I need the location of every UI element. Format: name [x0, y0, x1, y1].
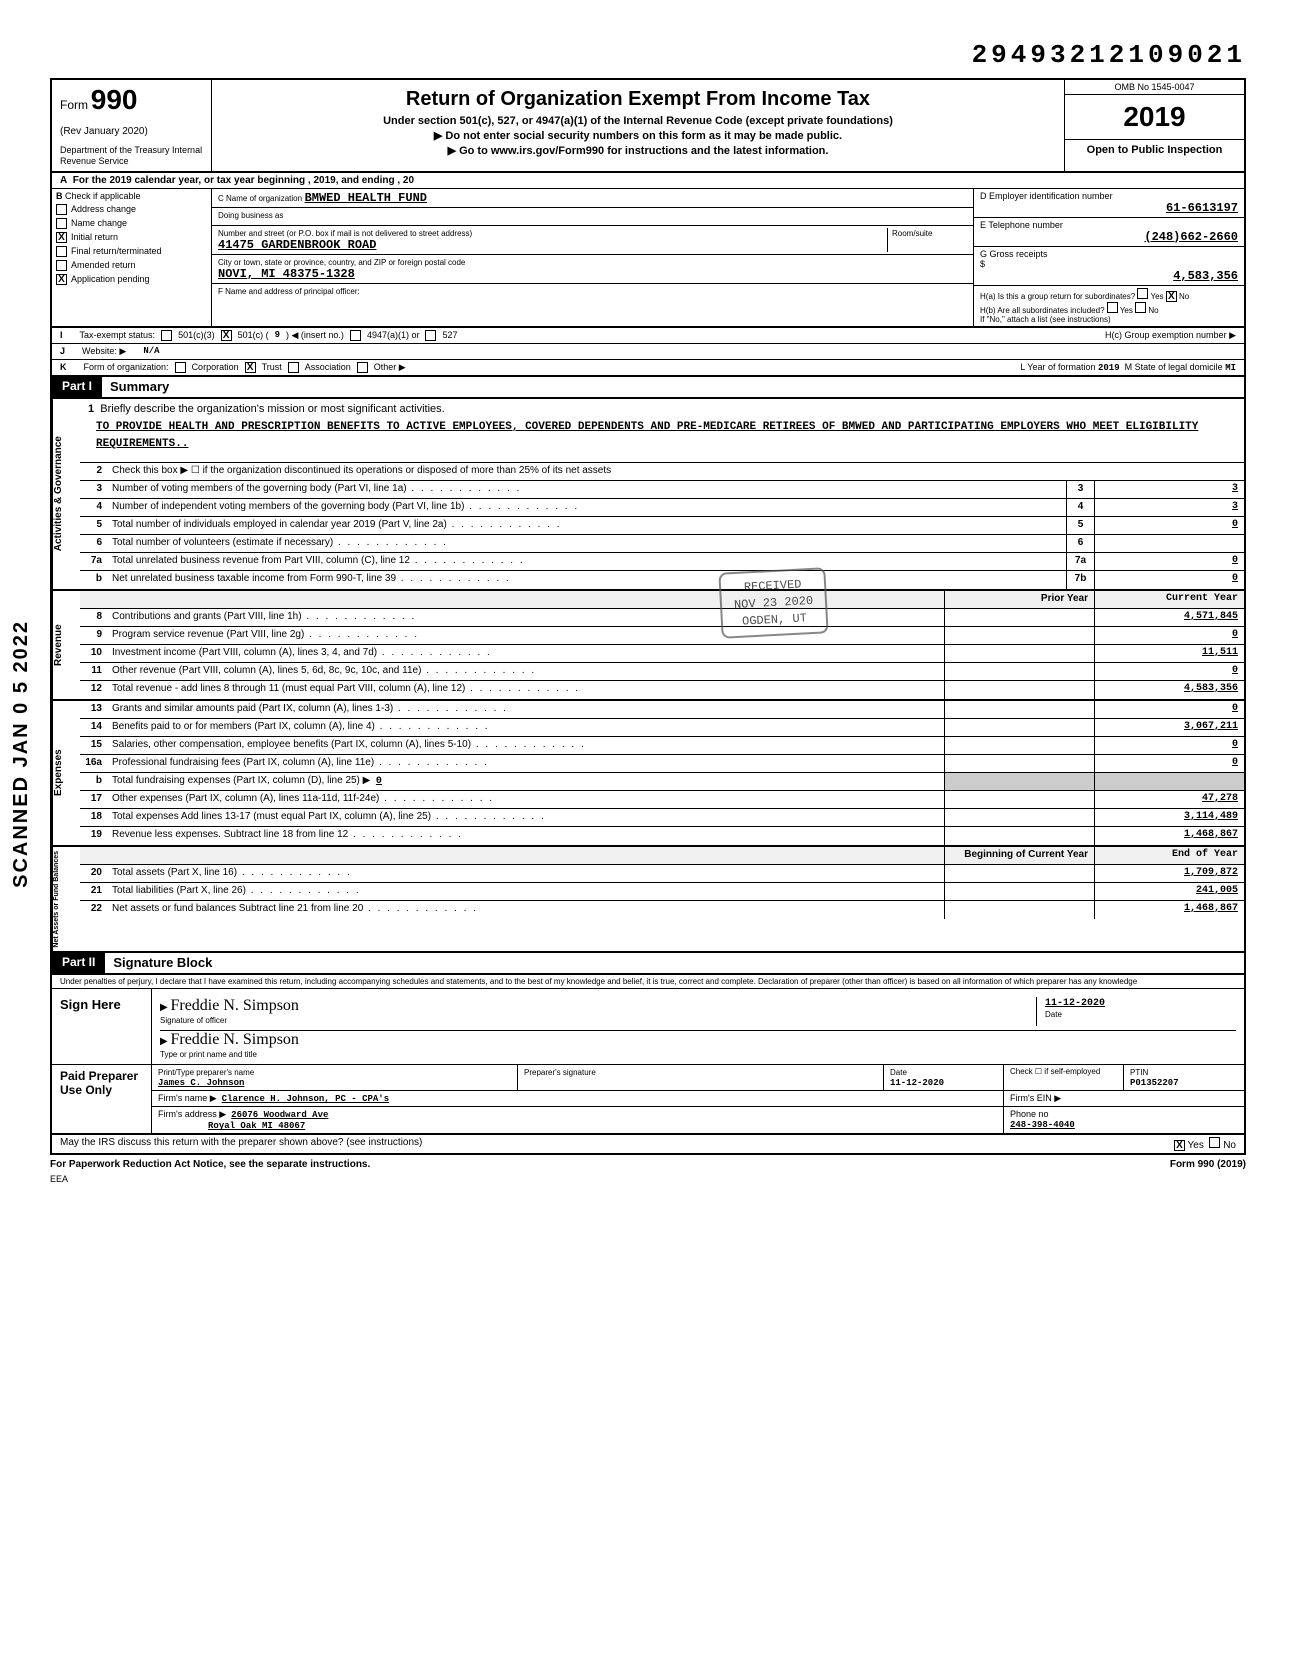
- perjury-text: Under penalties of perjury, I declare th…: [52, 975, 1244, 989]
- status-rows: I Tax-exempt status: 501(c)(3) X501(c) (…: [50, 328, 1246, 377]
- subtitle-2: ▶ Do not enter social security numbers o…: [220, 129, 1056, 142]
- mission-text: TO PROVIDE HEALTH AND PRESCRIPTION BENEF…: [88, 415, 1236, 458]
- netassets-label: Net Assets or Fund Balances: [52, 847, 80, 952]
- gross-receipts: 4,583,356: [980, 269, 1238, 283]
- received-stamp: RECEIVED NOV 23 2020 OGDEN, UT: [718, 567, 829, 639]
- officer-signature: Freddie N. Simpson: [170, 997, 298, 1014]
- form-label: Form: [60, 98, 88, 112]
- cb-initial[interactable]: X: [56, 232, 67, 243]
- tax-year: 2019: [1065, 95, 1244, 140]
- form-header: Form 990 (Rev January 2020) Department o…: [50, 78, 1246, 173]
- part2-title: Signature Block: [105, 953, 220, 973]
- website: N/A: [143, 346, 159, 356]
- irs-discuss: May the IRS discuss this return with the…: [60, 1137, 422, 1151]
- paperwork-notice: For Paperwork Reduction Act Notice, see …: [50, 1159, 370, 1170]
- part1-title: Summary: [102, 377, 177, 397]
- subtitle-1: Under section 501(c), 527, or 4947(a)(1)…: [220, 115, 1056, 127]
- revenue-label: Revenue: [52, 591, 80, 699]
- form-revision: (Rev January 2020): [60, 126, 203, 137]
- open-public: Open to Public Inspection: [1065, 140, 1244, 160]
- eea: EEA: [50, 1174, 1246, 1184]
- check-label: Check if applicable: [65, 191, 141, 201]
- firm-phone: 248-398-4040: [1010, 1120, 1075, 1130]
- sign-date: 11-12-2020: [1045, 998, 1105, 1009]
- scanned-stamp: SCANNED JAN 0 5 2022: [10, 620, 33, 888]
- paid-preparer-label: Paid Preparer Use Only: [52, 1065, 152, 1133]
- org-name: BMWED HEALTH FUND: [305, 191, 427, 205]
- governance-label: Activities & Governance: [52, 399, 80, 589]
- street: 41475 GARDENBROOK ROAD: [218, 238, 376, 252]
- department: Department of the Treasury Internal Reve…: [60, 145, 203, 167]
- city: NOVI, MI 48375-1328: [218, 267, 355, 281]
- omb-number: OMB No 1545-0047: [1065, 80, 1244, 95]
- ein: 61-6613197: [980, 201, 1238, 215]
- part1-header: Part I: [52, 377, 102, 397]
- subtitle-3: ▶ Go to www.irs.gov/Form990 for instruct…: [220, 144, 1056, 157]
- phone: (248)662-2660: [980, 230, 1238, 244]
- firm-name: Clarence H. Johnson, PC - CPA's: [222, 1094, 389, 1104]
- cb-name[interactable]: [56, 218, 67, 229]
- cb-final[interactable]: [56, 246, 67, 257]
- document-id: 29493212109021: [50, 40, 1246, 70]
- officer-name: Freddie N. Simpson: [170, 1031, 298, 1048]
- form-title: Return of Organization Exempt From Incom…: [220, 88, 1056, 111]
- form-footer: Form 990 (2019): [1170, 1159, 1246, 1170]
- row-a-calendar: A For the 2019 calendar year, or tax yea…: [50, 173, 1246, 189]
- cb-pending[interactable]: X: [56, 274, 67, 285]
- cb-amended[interactable]: [56, 260, 67, 271]
- signature-block: Under penalties of perjury, I declare th…: [50, 975, 1246, 1135]
- ptin: P01352207: [1130, 1078, 1179, 1088]
- identity-block: B Check if applicable Address change Nam…: [50, 189, 1246, 328]
- sign-here-label: Sign Here: [52, 989, 152, 1064]
- cb-address[interactable]: [56, 204, 67, 215]
- expenses-label: Expenses: [52, 701, 80, 845]
- part2-header: Part II: [52, 953, 105, 973]
- preparer-name: James C. Johnson: [158, 1078, 244, 1088]
- form-number: 990: [91, 84, 138, 115]
